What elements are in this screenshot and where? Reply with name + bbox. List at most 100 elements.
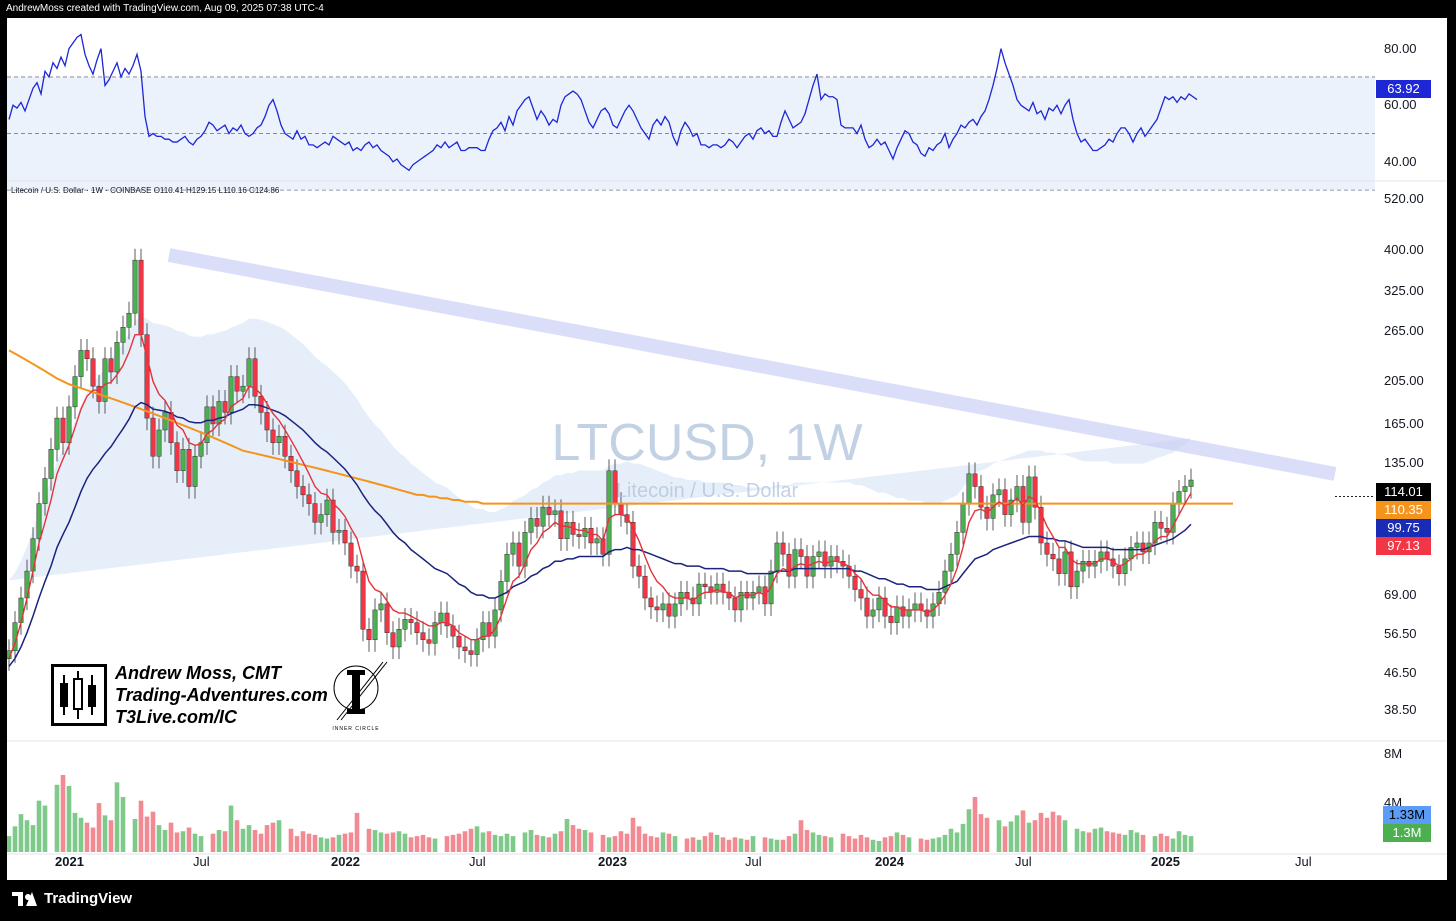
axes	[7, 180, 1447, 855]
candle-body	[1068, 551, 1074, 588]
candle-body	[78, 350, 84, 377]
watermark-subtitle: Litecoin / U.S. Dollar	[615, 480, 799, 502]
volume-bar	[132, 819, 138, 852]
volume-bar	[768, 838, 774, 852]
candle-body	[1032, 476, 1038, 508]
volume-bar	[1032, 820, 1038, 852]
volume-bar	[534, 834, 540, 852]
candle-body	[414, 622, 420, 633]
volume-bar	[468, 828, 474, 852]
chart-panel[interactable]: Litecoin / U.S. Dollar · 1W · COINBASE O…	[7, 18, 1447, 880]
candle-body	[546, 506, 552, 515]
candle-body	[636, 565, 642, 577]
volume-bar	[918, 838, 924, 852]
price-pane	[7, 248, 1375, 671]
volume-bar	[420, 834, 426, 852]
volume-bar	[648, 836, 654, 852]
volume-bar	[780, 839, 786, 852]
volume-bar	[528, 830, 534, 852]
candle-body	[120, 327, 126, 343]
volume-bar	[252, 830, 258, 852]
volume-pane	[7, 775, 1194, 852]
volume-bar	[174, 832, 180, 852]
volume-bar	[882, 837, 888, 852]
volume-bar	[564, 819, 570, 852]
volume-bar	[1104, 831, 1110, 852]
volume-bar	[1170, 838, 1176, 852]
volume-bar	[804, 830, 810, 852]
candle-body	[810, 556, 816, 577]
candle-body	[102, 358, 108, 402]
volume-bar	[792, 833, 798, 852]
candle-body	[870, 609, 876, 617]
candle-body	[504, 553, 510, 582]
volume-bar	[84, 822, 90, 852]
volume-bar	[540, 836, 546, 852]
volume-bar	[414, 836, 420, 852]
candle-body	[228, 376, 234, 413]
candle-body	[684, 592, 690, 599]
candle-body	[906, 609, 912, 617]
volume-bar	[936, 837, 942, 852]
volume-bar	[336, 834, 342, 852]
candle-body	[270, 429, 276, 443]
volume-bar	[432, 838, 438, 852]
symbol-legend: Litecoin / U.S. Dollar · 1W · COINBASE O…	[11, 186, 280, 195]
price-tag: 114.01	[1376, 483, 1431, 501]
volume-bar	[18, 814, 24, 852]
volume-bar	[1008, 821, 1014, 852]
rsi-line	[8, 33, 1198, 172]
volume-bar	[162, 830, 168, 852]
candle-body	[594, 538, 600, 544]
volume-bar	[1026, 822, 1032, 852]
volume-bar	[114, 782, 120, 852]
volume-bar	[588, 832, 594, 852]
volume-bar	[444, 836, 450, 852]
candle-body	[330, 499, 336, 533]
price-tag: 97.13	[1376, 537, 1431, 555]
candle-body	[714, 583, 720, 593]
candle-body	[60, 417, 66, 443]
volume-bar	[816, 834, 822, 852]
chart-svg[interactable]	[7, 18, 1447, 880]
candle-body	[816, 551, 822, 557]
price-band	[9, 316, 1191, 581]
candle-body	[138, 259, 144, 335]
candle-body	[294, 470, 300, 487]
volume-bar	[24, 820, 30, 852]
volume-bar	[396, 831, 402, 852]
volume-tag: 1.33M	[1383, 806, 1431, 824]
candle-body	[480, 622, 486, 640]
volume-bar	[522, 832, 528, 852]
volume-bar	[660, 832, 666, 852]
volume-bar	[312, 834, 318, 852]
volume-bar	[1056, 815, 1062, 852]
volume-bar	[606, 837, 612, 852]
candle-body	[1140, 542, 1146, 553]
ema-mid-line	[8, 401, 1192, 667]
candle-body	[996, 489, 1002, 496]
tradingview-brand[interactable]: TradingView	[12, 890, 132, 907]
candle-body	[474, 639, 480, 655]
candle-body	[786, 553, 792, 577]
volume-bar	[900, 834, 906, 852]
candle-body	[1122, 558, 1128, 574]
x-tick-label: Jul	[469, 854, 486, 869]
volume-bar	[36, 800, 42, 852]
volume-bar	[270, 822, 276, 852]
volume-bar	[450, 834, 456, 852]
volume-bar	[300, 831, 306, 852]
volume-bar	[1134, 832, 1140, 852]
volume-bar	[720, 837, 726, 852]
price-tick-label: 38.50	[1384, 701, 1417, 717]
volume-bar	[120, 797, 126, 852]
volume-bar	[342, 833, 348, 852]
volume-bar	[576, 828, 582, 852]
candle-body	[834, 556, 840, 562]
volume-bar	[552, 833, 558, 852]
volume-bar	[1092, 828, 1098, 852]
candle-body	[468, 650, 474, 655]
volume-bar	[654, 837, 660, 852]
volume-bar	[366, 828, 372, 852]
volume-bar	[702, 836, 708, 852]
